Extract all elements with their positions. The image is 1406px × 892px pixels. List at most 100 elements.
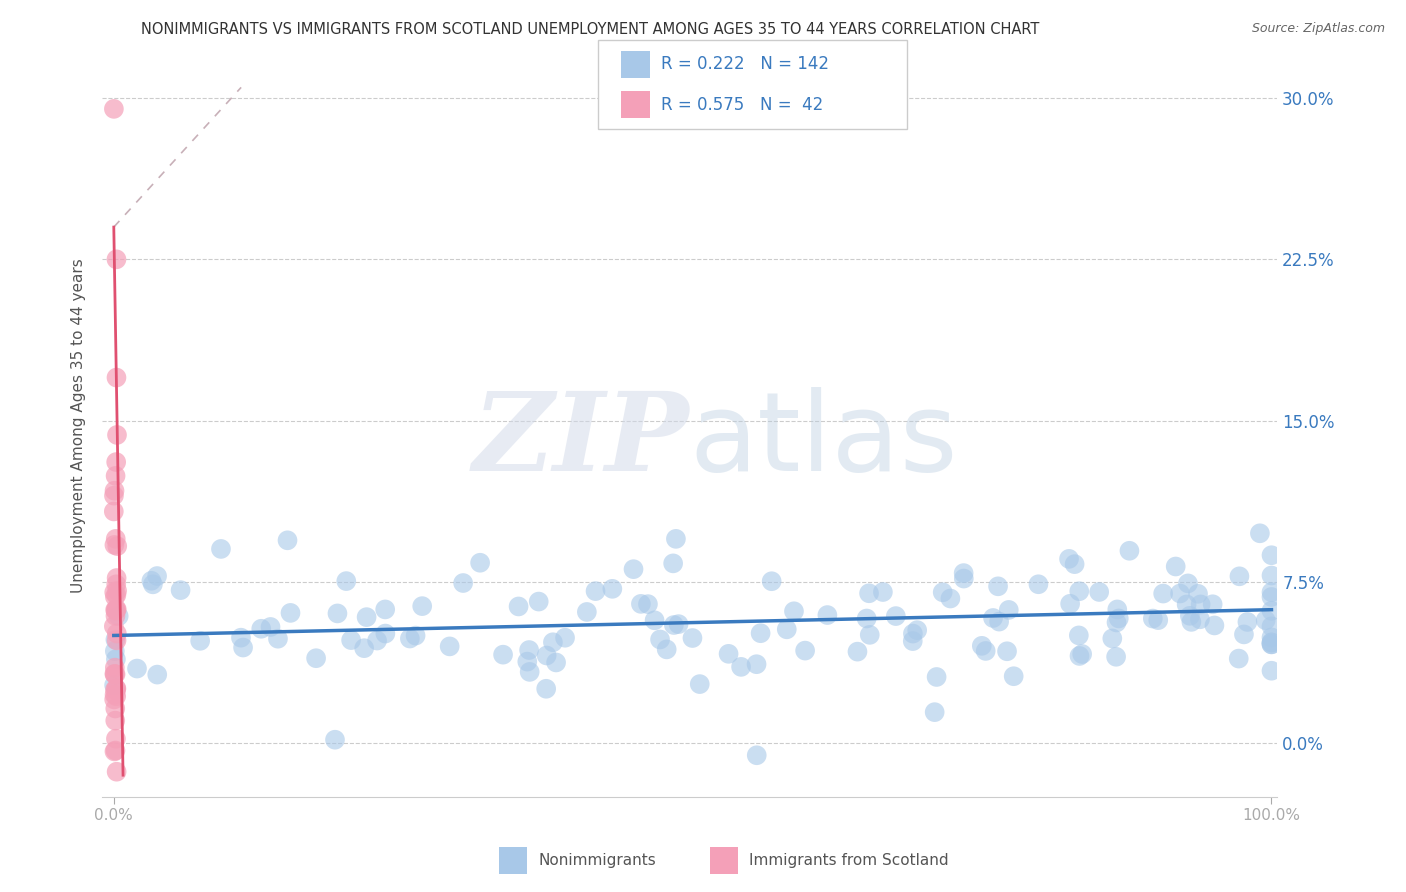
Point	[104, 652, 127, 666]
Point	[730, 660, 752, 674]
Point	[1260, 604, 1282, 618]
Point	[952, 566, 974, 580]
Point	[104, 667, 127, 681]
Point	[451, 576, 474, 591]
Point	[103, 538, 125, 552]
Point	[1088, 585, 1111, 599]
Point	[105, 588, 128, 602]
Point	[105, 571, 128, 585]
Point	[340, 633, 363, 648]
Point	[508, 599, 530, 614]
Point	[1227, 651, 1250, 665]
Point	[1260, 637, 1282, 651]
Point	[952, 572, 974, 586]
Point	[103, 688, 125, 702]
Point	[575, 605, 598, 619]
Point	[745, 657, 768, 672]
Point	[103, 504, 125, 518]
Point	[259, 620, 281, 634]
Point	[103, 585, 125, 599]
Point	[323, 732, 346, 747]
Point	[662, 557, 685, 571]
Point	[105, 602, 128, 616]
Point	[1105, 615, 1128, 630]
Point	[648, 632, 671, 647]
Point	[1260, 590, 1282, 604]
Point	[229, 631, 252, 645]
Point	[104, 731, 127, 746]
Point	[141, 574, 163, 588]
Point	[655, 642, 678, 657]
Point	[534, 681, 557, 696]
Point	[1260, 631, 1282, 645]
Point	[142, 577, 165, 591]
Point	[1260, 568, 1282, 582]
Point	[717, 647, 740, 661]
Point	[105, 539, 128, 553]
Point	[1002, 669, 1025, 683]
Point	[103, 619, 125, 633]
Point	[815, 608, 838, 623]
Point	[105, 577, 128, 591]
Point	[267, 632, 290, 646]
Point	[335, 574, 357, 588]
Point	[411, 599, 433, 614]
Point	[209, 541, 232, 556]
Point	[107, 609, 129, 624]
Point	[104, 590, 127, 604]
Point	[1107, 602, 1129, 616]
Point	[1147, 613, 1170, 627]
Point	[103, 678, 125, 692]
Point	[924, 705, 946, 719]
Point	[519, 665, 541, 679]
Point	[794, 643, 817, 657]
Point	[356, 610, 378, 624]
Point	[1189, 598, 1212, 612]
Point	[1168, 586, 1191, 600]
Point	[783, 604, 806, 618]
Point	[105, 681, 128, 696]
Point	[1260, 637, 1282, 651]
Point	[623, 562, 645, 576]
Point	[682, 631, 704, 645]
Point	[745, 748, 768, 763]
Point	[405, 629, 427, 643]
Point	[103, 744, 125, 758]
Point	[749, 626, 772, 640]
Point	[188, 633, 211, 648]
Point	[516, 655, 538, 669]
Point	[1201, 597, 1223, 611]
Point	[104, 532, 127, 546]
Y-axis label: Unemployment Among Ages 35 to 44 years: Unemployment Among Ages 35 to 44 years	[72, 259, 86, 593]
Point	[105, 370, 128, 384]
Point	[1177, 576, 1199, 591]
Point	[439, 640, 461, 654]
Point	[146, 667, 169, 681]
Point	[630, 597, 652, 611]
Point	[1101, 632, 1123, 646]
Point	[1071, 647, 1094, 661]
Point	[105, 602, 128, 616]
Point	[939, 591, 962, 606]
Point	[1164, 559, 1187, 574]
Point	[1063, 557, 1085, 571]
Point	[884, 609, 907, 624]
Point	[305, 651, 328, 665]
Point	[1260, 585, 1282, 599]
Point	[105, 626, 128, 640]
Point	[1249, 526, 1271, 541]
Point	[901, 634, 924, 648]
Point	[399, 632, 422, 646]
Point	[1069, 648, 1091, 663]
Point	[105, 682, 128, 697]
Point	[905, 623, 928, 637]
Point	[761, 574, 783, 589]
Point	[1057, 552, 1080, 566]
Point	[585, 584, 607, 599]
Point	[517, 643, 540, 657]
Point	[1152, 586, 1174, 600]
Point	[1236, 615, 1258, 629]
Point	[105, 583, 128, 598]
Point	[104, 632, 127, 647]
Point	[280, 606, 302, 620]
